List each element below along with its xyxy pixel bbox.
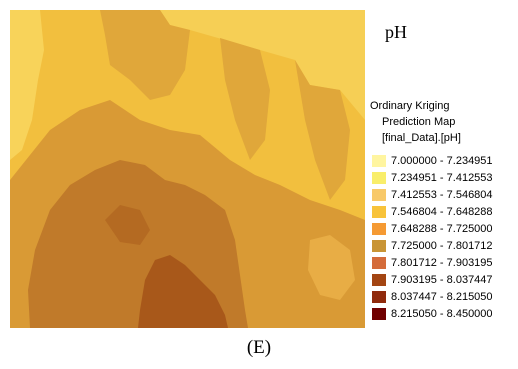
legend-swatch <box>372 307 386 320</box>
legend-item: 7.801712 - 7.903195 <box>372 254 493 271</box>
legend-label: 7.648288 - 7.725000 <box>391 222 493 235</box>
legend-title-line1: Ordinary Kriging <box>370 100 450 112</box>
legend-label: 8.037447 - 8.215050 <box>391 290 493 303</box>
legend-swatch <box>372 239 386 252</box>
legend-item: 7.725000 - 7.801712 <box>372 237 493 254</box>
legend-swatch <box>372 171 386 184</box>
map-zone-band-2 <box>220 38 270 160</box>
legend-title-line2: Prediction Map <box>382 116 456 128</box>
legend-label: 7.234951 - 7.412553 <box>391 171 493 184</box>
legend: 7.000000 - 7.234951 7.234951 - 7.412553 7.… <box>372 152 493 322</box>
map-zone-light-left <box>10 10 44 160</box>
legend-label: 7.725000 - 7.801712 <box>391 239 493 252</box>
legend-swatch <box>372 188 386 201</box>
map-zone-light-right <box>308 235 355 300</box>
kriging-map <box>10 10 365 328</box>
legend-heading: Ordinary Kriging Prediction Map [final_D… <box>370 98 461 146</box>
legend-swatch <box>372 273 386 286</box>
legend-title-line3: [final_Data].[pH] <box>382 132 461 144</box>
legend-item: 8.037447 - 8.215050 <box>372 288 493 305</box>
legend-item: 7.546804 - 7.648288 <box>372 203 493 220</box>
legend-item: 7.000000 - 7.234951 <box>372 152 493 169</box>
map-zone-band-3 <box>295 60 350 200</box>
figure-caption: (E) <box>246 337 272 358</box>
legend-item: 8.215050 - 8.450000 <box>372 305 493 322</box>
map-zone-band-1 <box>100 10 190 100</box>
legend-swatch <box>372 205 386 218</box>
legend-label: 7.546804 - 7.648288 <box>391 205 493 218</box>
legend-swatch <box>372 290 386 303</box>
map-zone-light-top-right <box>160 10 365 120</box>
legend-label: 7.000000 - 7.234951 <box>391 154 493 167</box>
legend-item: 7.412553 - 7.546804 <box>372 186 493 203</box>
legend-item: 7.234951 - 7.412553 <box>372 169 493 186</box>
legend-swatch <box>372 256 386 269</box>
legend-item: 7.903195 - 8.037447 <box>372 271 493 288</box>
legend-label: 8.215050 - 8.450000 <box>391 307 493 320</box>
legend-label: 7.801712 - 7.903195 <box>391 256 493 269</box>
legend-label: 7.412553 - 7.546804 <box>391 188 493 201</box>
legend-label: 7.903195 - 8.037447 <box>391 273 493 286</box>
legend-swatch <box>372 154 386 167</box>
legend-item: 7.648288 - 7.725000 <box>372 220 493 237</box>
map-title: pH <box>385 22 407 42</box>
map-zone-core-2 <box>105 205 150 245</box>
map-zone-core <box>138 255 228 328</box>
legend-swatch <box>372 222 386 235</box>
